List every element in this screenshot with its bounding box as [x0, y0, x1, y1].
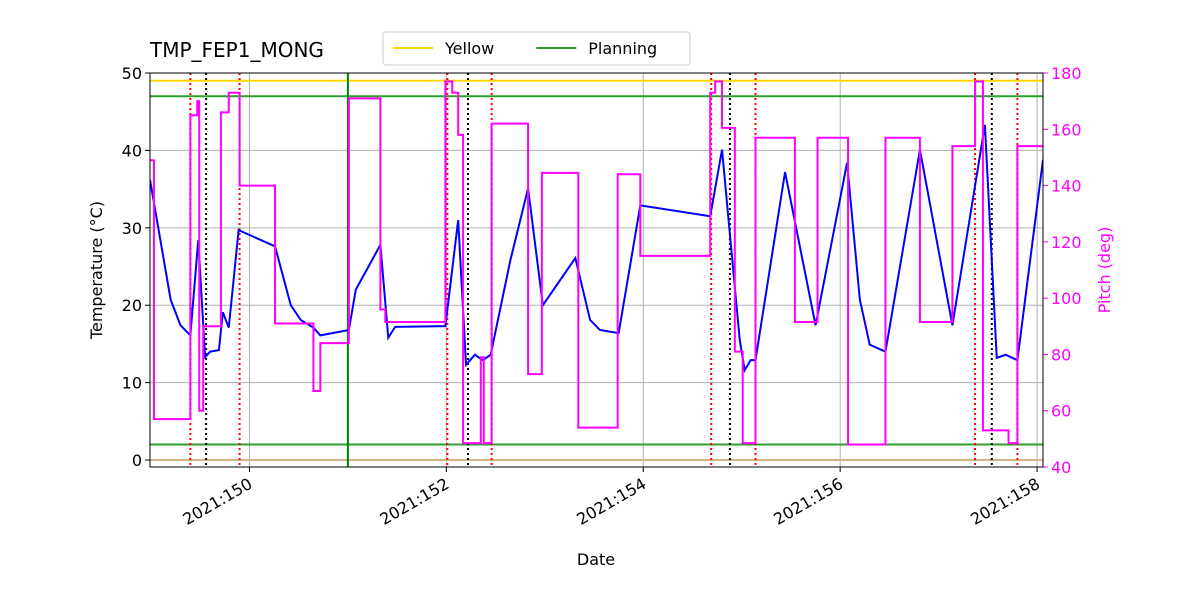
y2-tick-label: 160 — [1051, 120, 1082, 139]
y2-tick-label: 180 — [1051, 64, 1082, 83]
y2-tick-label: 40 — [1051, 458, 1071, 477]
y2-tick-label: 60 — [1051, 402, 1071, 421]
legend-label: Planning — [588, 39, 657, 58]
y-tick-label: 10 — [122, 374, 142, 393]
y2-tick-label: 80 — [1051, 345, 1071, 364]
plot-area — [150, 73, 1043, 467]
y-tick-label: 30 — [122, 219, 142, 238]
y-tick-label: 20 — [122, 296, 142, 315]
y2-tick-label: 100 — [1051, 289, 1082, 308]
x-tick-label: 2021:150 — [180, 474, 256, 529]
y-tick-label: 0 — [132, 451, 142, 470]
chart-title: TMP_FEP1_MONG — [149, 38, 324, 62]
y2-axis-label: Pitch (deg) — [1095, 227, 1114, 314]
x-tick-label: 2021:154 — [573, 474, 649, 529]
axes-frame — [149, 72, 1044, 468]
y-tick-label: 40 — [122, 141, 142, 160]
y-axis-label: Temperature (°C) — [87, 201, 106, 340]
legend: Yellow Planning — [382, 31, 691, 66]
x-tick-label: 2021:156 — [770, 474, 846, 529]
x-tick-label: 2021:152 — [376, 474, 452, 529]
x-axis-label: Date — [577, 550, 615, 569]
y-tick-label: 50 — [122, 64, 142, 83]
legend-label: Yellow — [444, 39, 494, 58]
series-line — [150, 124, 1043, 374]
y2-tick-label: 140 — [1051, 177, 1082, 196]
x-tick-label: 2021:158 — [967, 474, 1043, 529]
series-line — [150, 80, 1043, 446]
y2-tick-label: 120 — [1051, 233, 1082, 252]
